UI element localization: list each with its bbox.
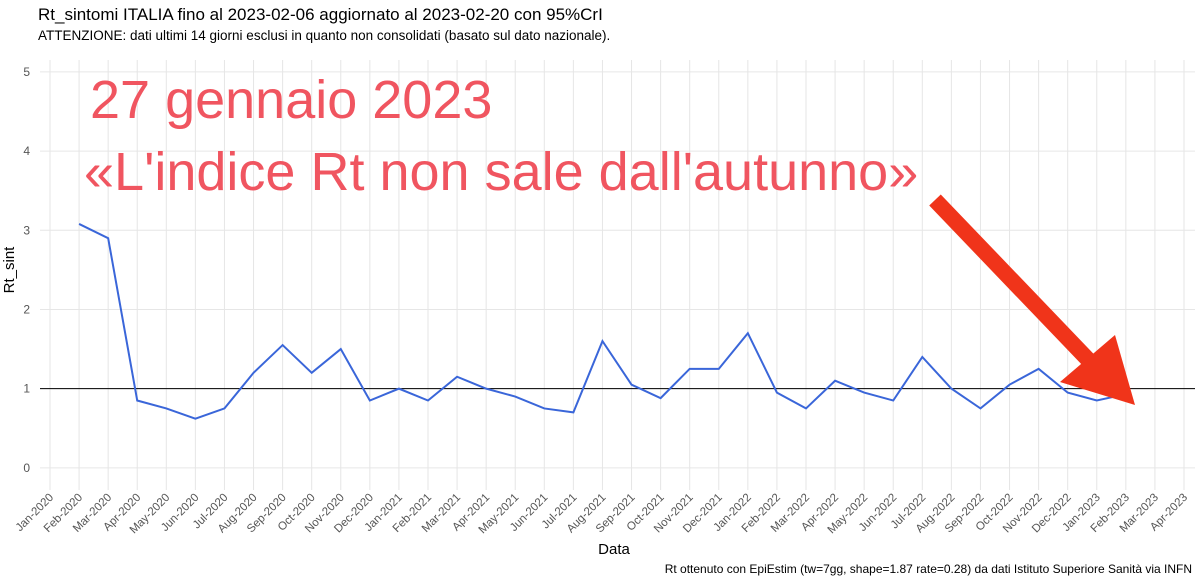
plot [40, 223, 1195, 420]
annotation: «L'indice Rt non sale dall'autunno» [84, 142, 918, 202]
y-tick-label: 4 [23, 144, 30, 158]
arrow-head [1060, 335, 1135, 405]
series-line [78, 223, 1127, 420]
arrow-shaft [929, 194, 1104, 376]
arrow [929, 194, 1135, 405]
chart-title: Rt_sintomi ITALIA fino al 2023-02-06 agg… [38, 5, 603, 24]
grid: 012345Jan-2020Feb-2020Mar-2020Apr-2020Ma… [14, 60, 1195, 536]
y-axis-label: Rt_sint [1, 246, 18, 294]
y-tick-label: 0 [23, 461, 30, 475]
y-tick-label: 5 [23, 65, 30, 79]
annotation: 27 gennaio 2023 [90, 70, 492, 130]
chart-subtitle: ATTENZIONE: dati ultimi 14 giorni esclus… [38, 28, 610, 43]
caption: Rt ottenuto con EpiEstim (tw=7gg, shape=… [665, 562, 1192, 576]
y-tick-label: 1 [23, 382, 30, 396]
y-tick-label: 3 [23, 223, 30, 237]
x-axis-label: Data [598, 541, 630, 558]
y-tick-label: 2 [23, 302, 30, 316]
